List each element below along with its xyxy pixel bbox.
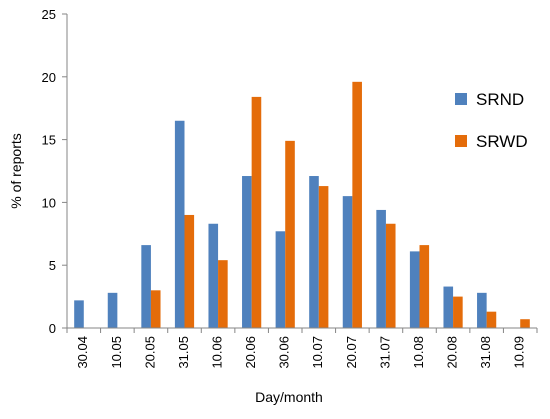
x-tick-label: 20.05	[142, 336, 157, 369]
axes-layer	[66, 14, 537, 329]
bar-srwd	[285, 140, 295, 328]
x-tick-label: 10.05	[109, 336, 124, 369]
bar-srnd	[242, 176, 252, 328]
legend: SRND SRWD	[455, 90, 528, 151]
y-ticks-layer: 0 5 10 15 20 25	[42, 7, 67, 336]
x-tick-label: 20.08	[445, 336, 460, 369]
legend-label-srwd: SRWD	[476, 132, 528, 151]
x-tick-label: 31.07	[377, 336, 392, 369]
bar-srwd	[150, 290, 161, 328]
bar-srwd	[419, 245, 430, 328]
y-tick-label: 0	[49, 321, 56, 336]
x-tick-label: 20.06	[243, 336, 258, 369]
bar-srwd	[318, 186, 329, 328]
x-tick-label: 31.05	[176, 336, 191, 369]
bar-srwd	[385, 223, 396, 328]
bar-srnd	[141, 245, 151, 328]
x-tick-label: 10.07	[310, 336, 325, 369]
legend-swatch-srnd	[455, 93, 467, 105]
x-tick-label: 10.09	[512, 336, 527, 369]
x-tick-label: 10.06	[210, 336, 225, 369]
bar-srnd	[174, 120, 185, 328]
x-tick-label: 31.08	[478, 336, 493, 369]
bar-srnd	[342, 196, 353, 328]
bars-layer	[74, 81, 530, 329]
bar-srnd	[376, 209, 386, 328]
x-ticks-layer: 30.04 10.05 20.05 31.05 10.06 20.06 30.06 10.07…	[66, 328, 538, 369]
y-tick-label: 25	[42, 7, 56, 22]
y-tick-label: 5	[49, 258, 56, 273]
legend-label-srnd: SRND	[476, 90, 524, 109]
bar-srnd	[74, 300, 84, 328]
x-tick-label: 30.06	[277, 336, 292, 369]
y-tick-label: 20	[42, 70, 56, 85]
x-axis-title: Day/month	[255, 389, 323, 405]
bar-srnd	[477, 292, 487, 328]
bar-srwd	[218, 260, 228, 328]
bar-srwd	[486, 311, 497, 328]
x-tick-label: 20.07	[344, 336, 359, 369]
bar-srwd	[184, 214, 195, 328]
y-tick-label: 10	[42, 195, 56, 210]
bar-srnd	[275, 231, 286, 328]
bar-srwd	[520, 319, 530, 328]
bar-srnd	[409, 251, 420, 328]
x-tick-label: 30.04	[75, 336, 90, 369]
bar-srnd	[309, 176, 319, 328]
y-axis-title: % of reports	[8, 133, 24, 208]
bar-srwd	[352, 81, 362, 328]
bar-srnd	[208, 223, 219, 328]
bar-srwd	[251, 96, 262, 329]
bar-srwd	[453, 296, 463, 328]
y-tick-label: 15	[42, 133, 56, 148]
x-tick-label: 10.08	[411, 336, 426, 369]
legend-swatch-srwd	[455, 135, 467, 147]
bar-srnd	[107, 292, 118, 328]
bar-srnd	[443, 286, 454, 328]
